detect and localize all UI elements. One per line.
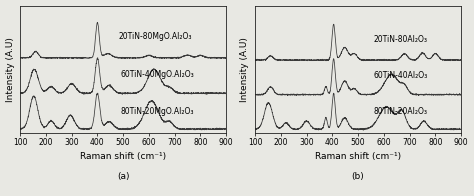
Title: (b): (b): [352, 172, 365, 181]
X-axis label: Raman shift (cm⁻¹): Raman shift (cm⁻¹): [315, 152, 401, 161]
Text: 60TiN-40MgO.Al₂O₃: 60TiN-40MgO.Al₂O₃: [120, 70, 194, 79]
Title: (a): (a): [117, 172, 129, 181]
Text: 80TiN-20Al₂O₃: 80TiN-20Al₂O₃: [374, 107, 428, 116]
Text: 60TiN-40Al₂O₃: 60TiN-40Al₂O₃: [374, 71, 428, 80]
X-axis label: Raman shift (cm⁻¹): Raman shift (cm⁻¹): [80, 152, 166, 161]
Text: 20TiN-80Al₂O₃: 20TiN-80Al₂O₃: [374, 35, 428, 44]
Y-axis label: Intensity (A.U): Intensity (A.U): [6, 37, 15, 102]
Text: 80TiN-20MgO.Al₂O₃: 80TiN-20MgO.Al₂O₃: [120, 107, 194, 116]
Y-axis label: Intensity (A.U): Intensity (A.U): [240, 37, 249, 102]
Text: 20TiN-80MgO.Al₂O₃: 20TiN-80MgO.Al₂O₃: [118, 32, 191, 41]
